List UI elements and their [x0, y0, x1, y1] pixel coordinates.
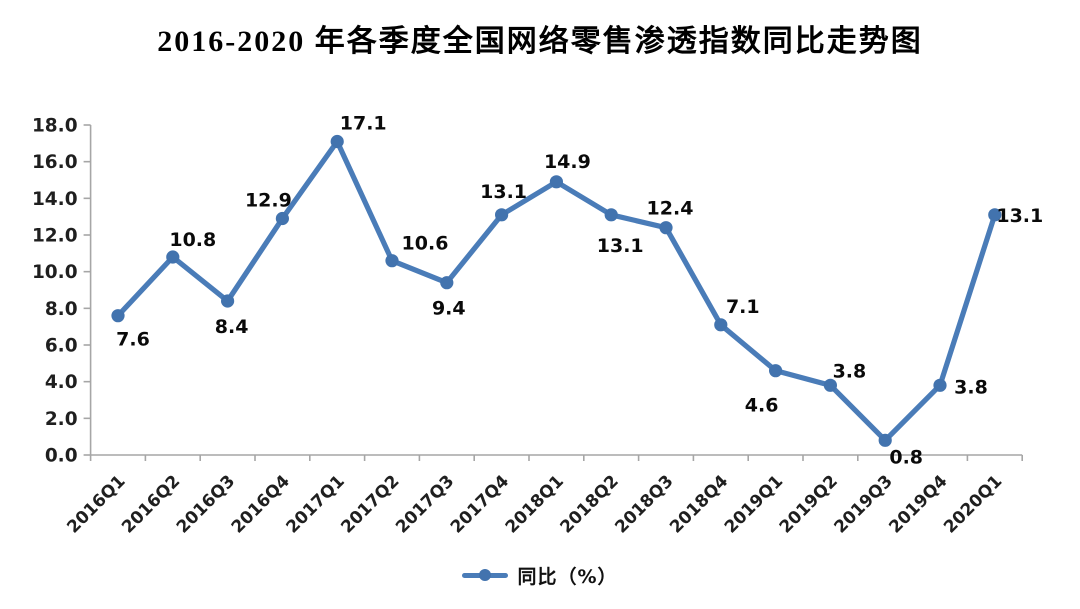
x-axis-tick-label: 2019Q3 — [831, 471, 897, 537]
data-point-label: 0.8 — [889, 446, 923, 468]
x-axis-tick-label: 2019Q1 — [721, 471, 787, 537]
x-axis-tick-label: 2020Q1 — [940, 471, 1006, 537]
data-point — [769, 364, 783, 378]
data-point — [495, 208, 509, 222]
y-axis-tick-label: 2.0 — [45, 409, 78, 430]
x-axis-tick-label: 2016Q1 — [63, 471, 129, 537]
x-axis-tick-label: 2019Q4 — [885, 471, 951, 537]
chart-title: 2016-2020 年各季度全国网络零售渗透指数同比走势图 — [157, 25, 923, 58]
data-point — [549, 175, 564, 189]
data-point — [659, 221, 673, 235]
data-point — [714, 318, 728, 332]
y-axis-tick-label: 14.0 — [32, 189, 78, 210]
legend-series-label: 同比（%） — [517, 565, 618, 588]
data-point-label: 17.1 — [340, 113, 387, 135]
data-point-label: 12.4 — [647, 198, 694, 220]
x-axis-tick-label: 2016Q2 — [118, 471, 184, 537]
data-point-label: 12.9 — [245, 190, 292, 212]
data-point-label: 13.1 — [996, 205, 1043, 227]
data-point — [604, 208, 618, 222]
data-point — [878, 433, 892, 447]
data-point — [111, 309, 125, 323]
data-point — [221, 294, 235, 308]
data-point-label: 8.4 — [215, 316, 249, 338]
y-axis-tick-label: 18.0 — [32, 116, 78, 137]
x-axis-tick-label: 2016Q3 — [173, 471, 239, 537]
data-point-label: 7.1 — [726, 296, 760, 318]
data-point — [385, 254, 399, 268]
x-axis-tick-label: 2019Q2 — [776, 471, 842, 537]
data-point-label: 14.9 — [544, 151, 591, 173]
x-axis-tick-label: 2018Q4 — [666, 471, 732, 537]
x-axis-tick-label: 2018Q2 — [557, 471, 623, 537]
y-axis-tick-label: 4.0 — [45, 372, 78, 393]
data-point-label: 10.6 — [402, 233, 449, 255]
data-point — [440, 276, 454, 290]
x-axis-tick-label: 2017Q1 — [283, 471, 349, 537]
data-point — [166, 250, 180, 264]
x-axis-tick-label: 2017Q3 — [392, 471, 458, 537]
data-point-label: 3.8 — [954, 376, 988, 398]
data-point-label: 13.1 — [597, 235, 644, 257]
data-point-label: 13.1 — [480, 181, 527, 203]
y-axis-tick-label: 16.0 — [32, 152, 78, 173]
y-axis-tick-label: 6.0 — [45, 336, 78, 357]
x-axis-tick-label: 2016Q4 — [228, 471, 294, 537]
data-point — [330, 134, 344, 149]
y-axis-tick-label: 10.0 — [32, 262, 78, 283]
data-point — [933, 378, 947, 392]
x-axis-tick-label: 2018Q1 — [502, 471, 568, 537]
data-point-label: 3.8 — [833, 360, 867, 382]
x-axis-tick-label: 2017Q2 — [337, 471, 403, 537]
data-point-label: 9.4 — [432, 298, 466, 320]
data-point — [988, 208, 1002, 222]
x-axis-tick-label: 2017Q4 — [447, 471, 513, 537]
x-axis-tick-label: 2018Q3 — [611, 471, 677, 537]
data-point — [823, 378, 838, 392]
data-point-label: 10.8 — [169, 229, 216, 251]
chart-legend: 同比（%） — [0, 561, 1080, 589]
data-point — [275, 211, 289, 226]
data-point-label: 7.6 — [116, 329, 150, 351]
y-axis-tick-label: 8.0 — [45, 299, 78, 320]
data-point-label: 4.6 — [745, 395, 779, 417]
y-axis-tick-label: 0.0 — [45, 446, 78, 467]
legend-line-marker-icon — [462, 569, 509, 581]
y-axis-tick-label: 12.0 — [32, 226, 78, 247]
